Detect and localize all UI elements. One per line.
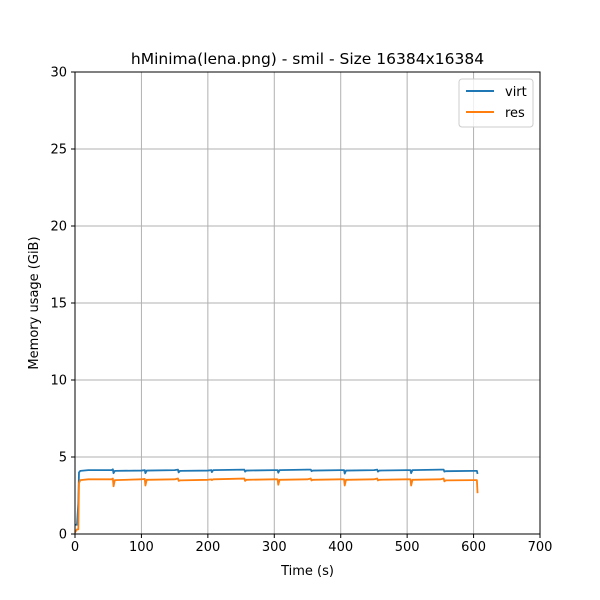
- x-tick-label: 200: [195, 540, 220, 555]
- legend-label-res: res: [505, 106, 525, 121]
- y-tick-label: 25: [50, 143, 67, 158]
- y-tick-label: 30: [50, 66, 67, 81]
- legend: virt res: [458, 78, 534, 128]
- x-tick-label: 500: [395, 540, 420, 555]
- x-axis-label: Time (s): [280, 564, 334, 579]
- y-axis-ticks: 0 5 10 15 20 25 30: [50, 66, 75, 543]
- y-tick-label: 0: [59, 528, 67, 543]
- x-tick-label: 400: [328, 540, 353, 555]
- y-axis-label: Memory usage (GiB): [27, 236, 42, 369]
- series-line-res: [74, 477, 479, 533]
- y-tick-label: 10: [50, 374, 67, 389]
- x-tick-label: 700: [528, 540, 553, 555]
- legend-label-virt: virt: [505, 85, 527, 100]
- x-tick-label: 100: [129, 540, 154, 555]
- series-group: [74, 468, 479, 533]
- y-tick-label: 15: [50, 297, 67, 312]
- chart-title: hMinima(lena.png) - smil - Size 16384x16…: [131, 50, 484, 68]
- x-tick-label: 300: [262, 540, 287, 555]
- x-tick-label: 600: [461, 540, 486, 555]
- x-tick-label: 0: [71, 540, 79, 555]
- y-tick-label: 5: [59, 451, 67, 466]
- y-tick-label: 20: [50, 220, 67, 235]
- series-line-virt: [75, 468, 479, 526]
- x-axis-ticks: 0 100 200 300 400 500 600 700: [71, 534, 553, 555]
